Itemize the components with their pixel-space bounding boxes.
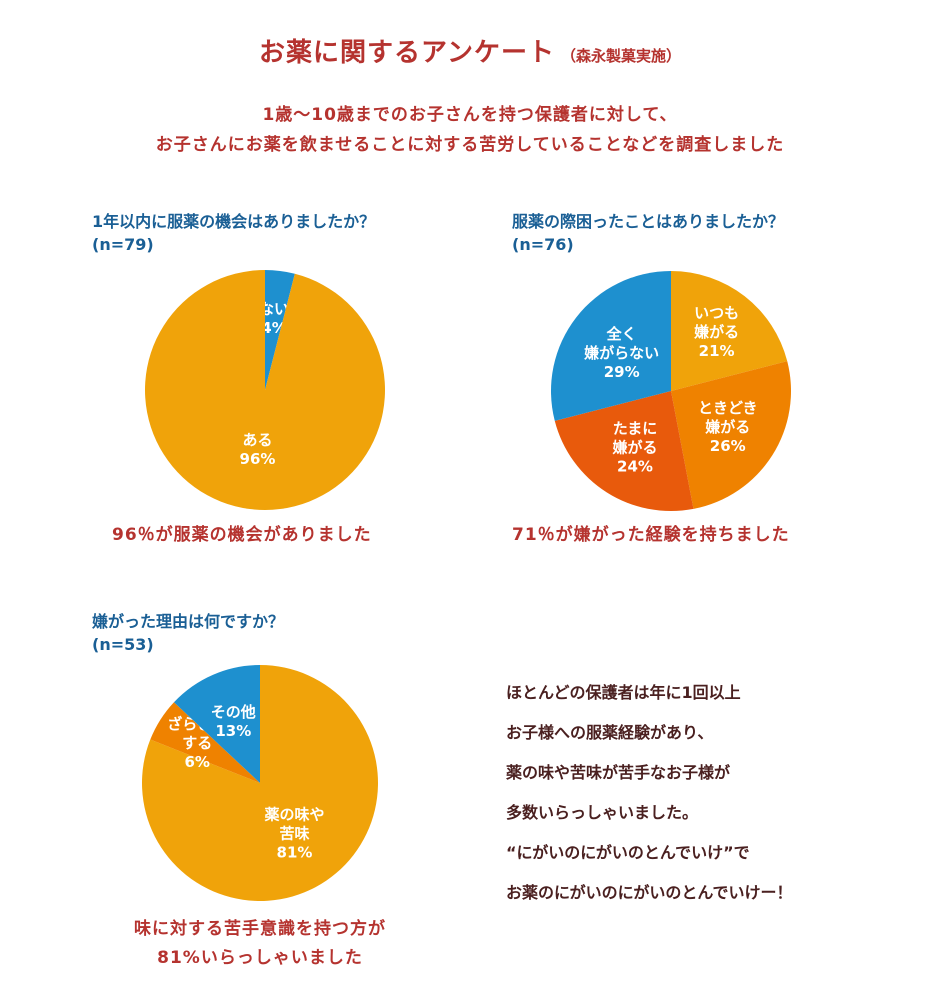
summary-line: “にがいのにがいのとんでいけ”で [506,843,750,862]
slice-label: ときどき嫌がる 26% [698,399,758,455]
chart3-n: (n=53) [92,635,154,654]
chart3-finding-line2: 81%いらっしゃいました [157,948,363,968]
slice-label: たまに嫌がる 24% [611,420,657,476]
summary-line: 多数いらっしゃいました。 [506,803,699,822]
slice-label-line: 26% [710,437,746,455]
slice-label-line: ときどき [698,399,758,417]
intro-line-2: お子さんにお薬を飲ませることに対する苦労していることなどを調査しました [155,135,785,155]
pie-slice [671,271,788,391]
page-title: お薬に関するアンケート [259,38,555,68]
chart1-n: (n=79) [92,235,154,254]
summary-line: お薬のにがいのにがいのとんでいけー！ [506,883,793,902]
slice-label: 薬の味や苦味 81% [263,806,324,862]
chart1-title: 1年以内に服薬の機会はありましたか？ [92,212,376,231]
slice-label-line: 29% [604,363,640,381]
pie-slice [671,361,791,509]
slice-label-line: いつも [694,304,739,322]
slice-label-line: 24% [617,458,653,476]
slice-label-line: 嫌がる [704,418,750,436]
pie-slice [265,270,295,390]
pie-slice [554,391,694,511]
chart2-n: (n=76) [512,235,574,254]
slice-label: いつも嫌がる 21% [693,304,739,360]
slice-label-line: する [182,734,212,752]
slice-label-line: 嫌がる [611,439,657,457]
slice-label: ある 96% [240,431,276,468]
pie-slice [150,702,260,783]
slice-label-line: その他 [211,703,256,721]
chart2-question: 服薬の際困ったことはありましたか？ (n=76) [512,210,784,256]
page-title-row: お薬に関するアンケート （森永製菓実施） [0,32,940,69]
chart3-title: 嫌がった理由は何ですか？ [92,612,285,631]
slice-label: その他 13% [211,703,256,740]
intro-line-1: 1歳〜10歳までのお子さんを持つ保護者に対して、 [262,105,678,125]
chart2-title: 服薬の際困ったことはありましたか？ [512,212,785,231]
chart2-pie: いつも嫌がる 21%ときどき嫌がる 26%たまに嫌がる 24%全く嫌がらない 29% [551,271,791,511]
slice-label-line: 6% [184,753,209,771]
chart2-finding: 71％が嫌がった経験を持ちました [512,525,790,545]
summary-line: ほとんどの保護者は年に1回以上 [506,683,741,702]
slice-label: 全く嫌がらない 29% [583,325,659,381]
chart3-finding-line1: 味に対する苦手意識を持つ方が [134,919,386,939]
slice-label-line: 全く [606,325,637,343]
page-subtitle: （森永製菓実施） [560,47,681,65]
slice-label-line: 嫌がらない [583,344,659,362]
chart3-finding: 味に対する苦手意識を持つ方が 81%いらっしゃいました [0,914,520,968]
slice-label-line: たまに [613,420,658,438]
chart3-question: 嫌がった理由は何ですか？ (n=53) [92,610,284,656]
slice-label-line: 嫌がる [693,323,739,341]
chart1-pie: ない 4%ある 96% [145,270,385,510]
pie-slice [173,665,260,783]
pie-slice [145,270,385,510]
summary-line: 薬の味や苦味が苦手なお子様が [506,763,731,782]
summary-line: お子様への服薬経験があり、 [506,723,714,742]
slice-label-line: 苦味 [279,825,309,843]
slice-label-line: 13% [215,722,251,740]
pie-slice [141,665,378,901]
slice-label-line: 21% [699,342,735,360]
slice-label-line: 薬の味や [263,806,324,824]
slice-label-line: 96% [240,450,276,468]
chart1-question: 1年以内に服薬の機会はありましたか？ (n=79) [92,210,375,256]
slice-label-line: ない [259,300,289,318]
summary-text: ほとんどの保護者は年に1回以上 お子様への服薬経験があり、 薬の味や苦味が苦手な… [506,680,926,920]
pie-slice [551,271,671,421]
slice-label-line: 81% [277,844,313,862]
chart3-pie: 薬の味や苦味 81%ざらざらする 6%その他 13% [141,665,378,901]
chart1-finding: 96％が服薬の機会がありました [112,525,372,545]
slice-label-line: ある [242,431,272,449]
